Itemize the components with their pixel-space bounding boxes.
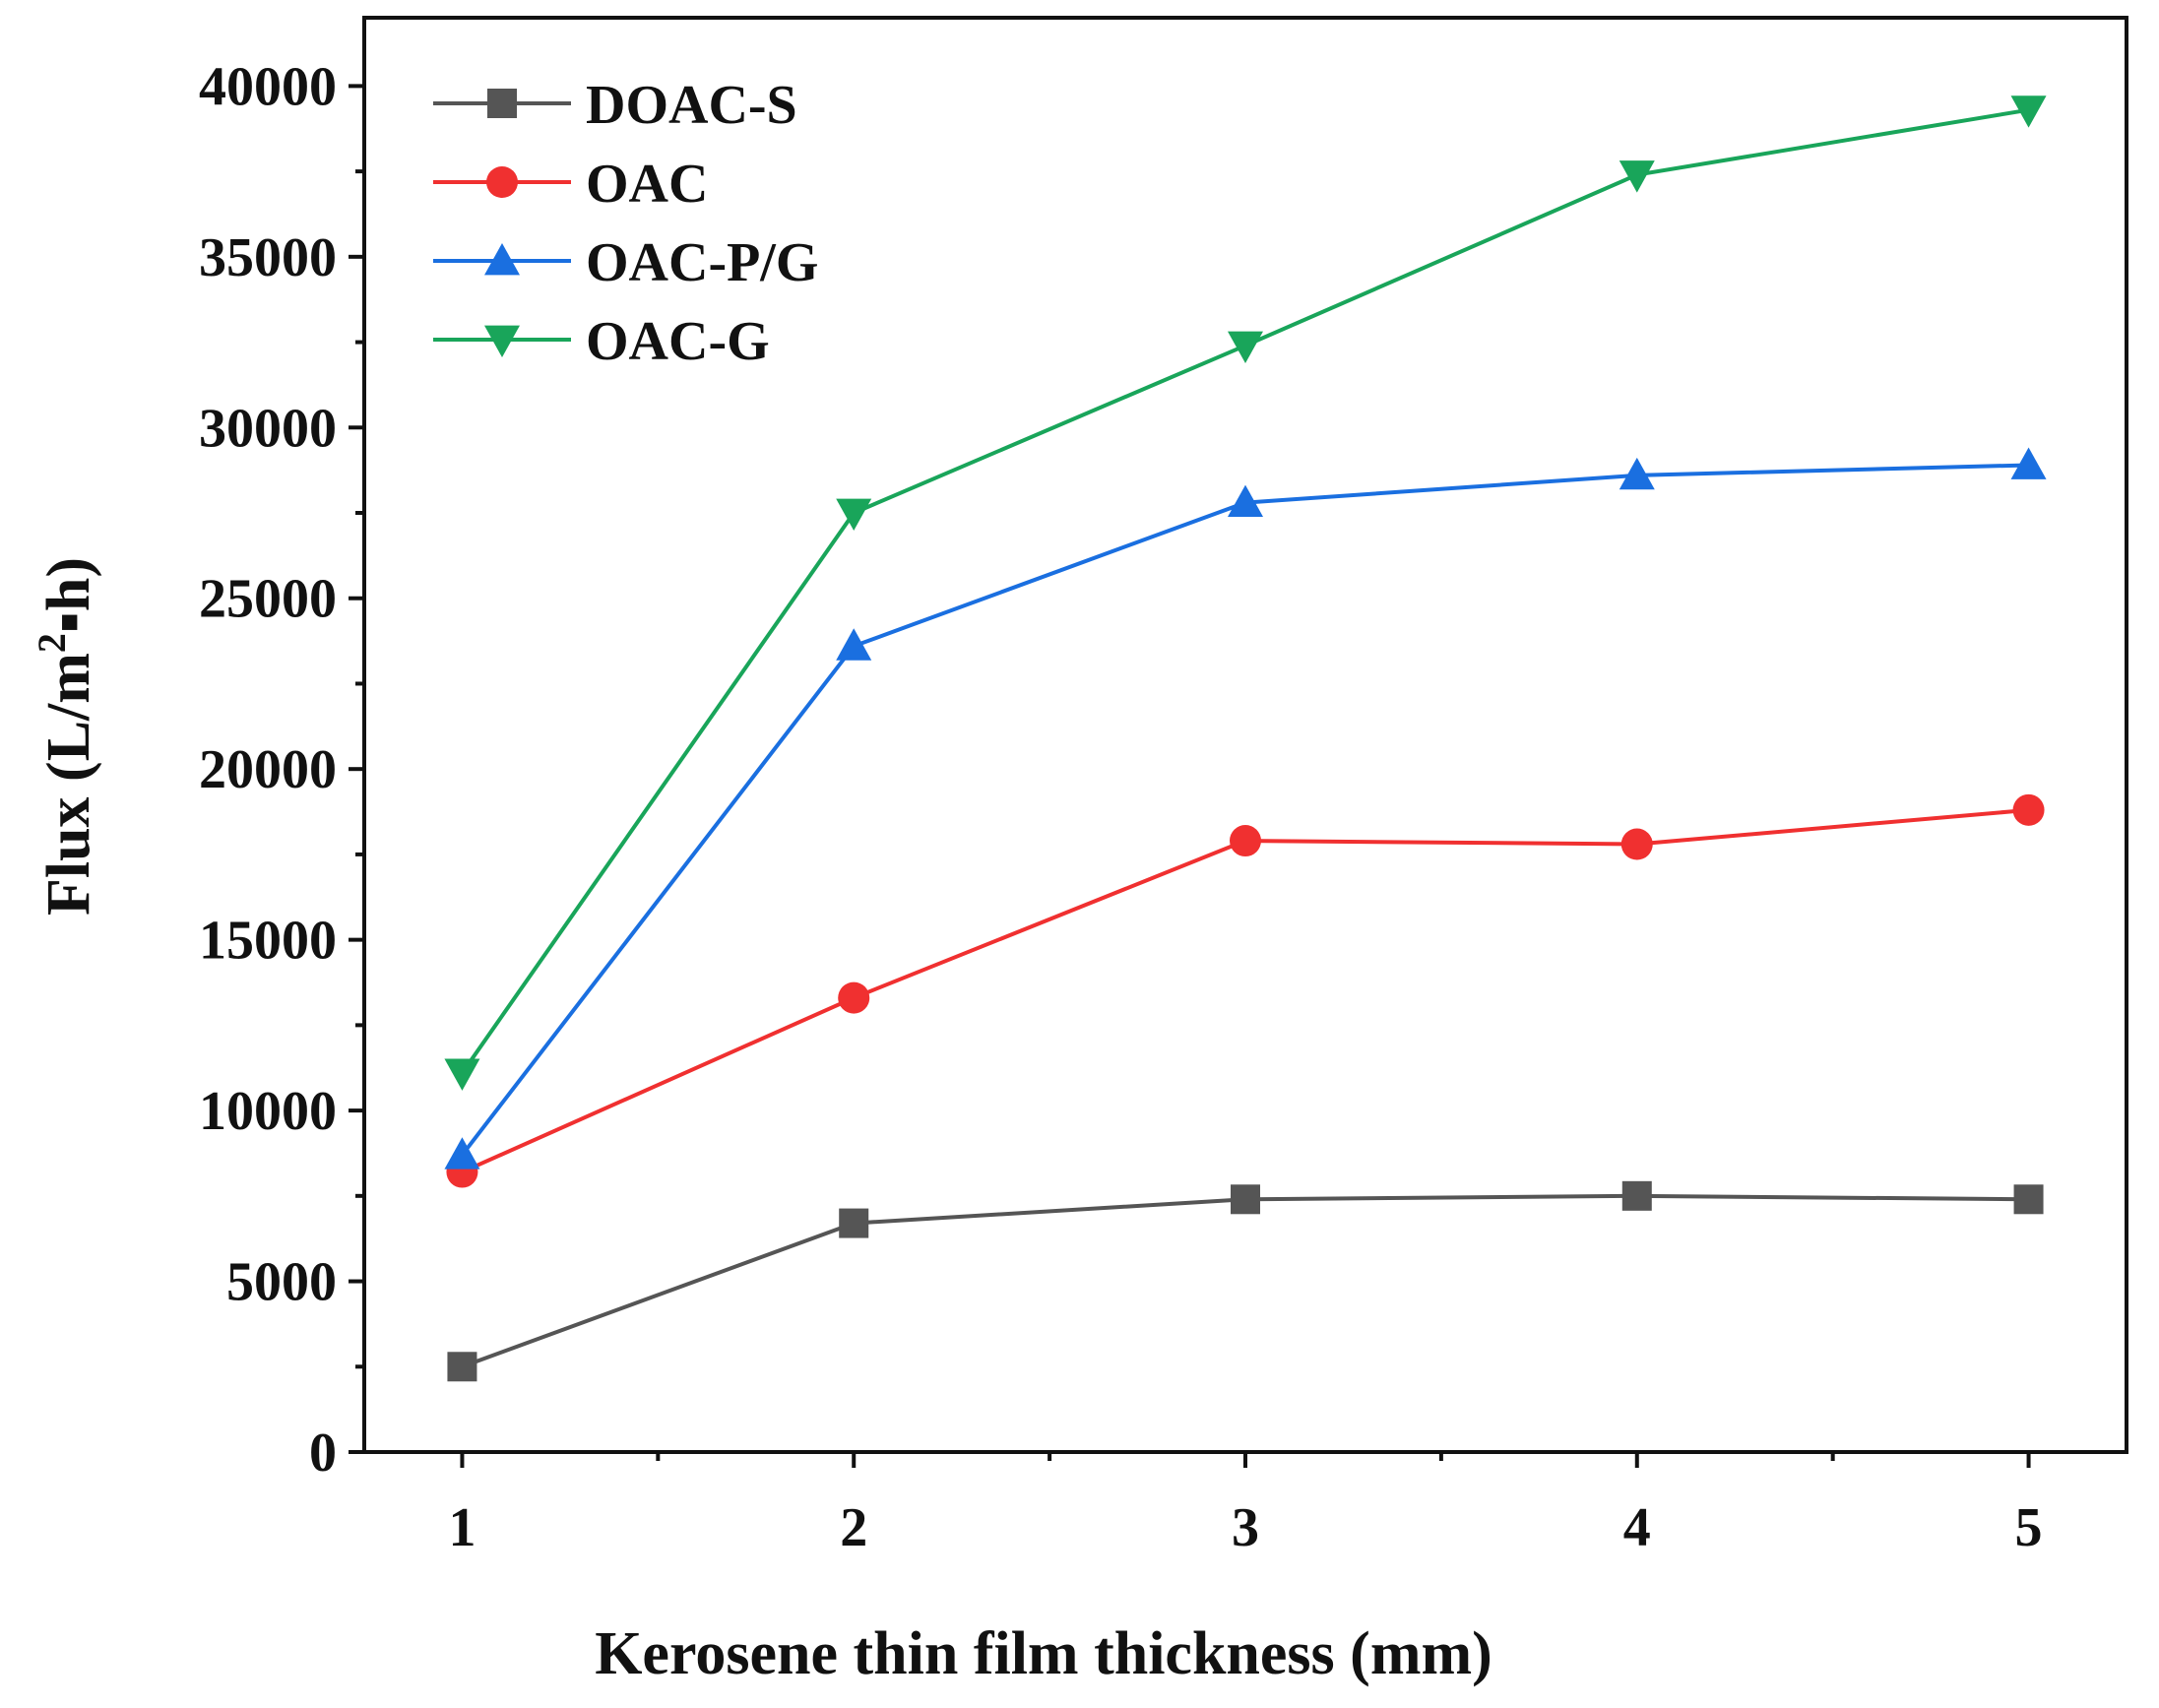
y-tick-label: 15000: [199, 911, 337, 972]
legend-item-oac-p-g: OAC-P/G: [433, 232, 818, 293]
legend-label: DOAC-S: [586, 75, 797, 136]
legend-item-oac-g: OAC-G: [433, 311, 770, 372]
y-axis-title-main: Flux (L/m: [35, 653, 102, 916]
legend-label: OAC-G: [586, 311, 770, 372]
data-point-doac-s: [447, 1352, 477, 1382]
legend-label: OAC: [586, 154, 708, 215]
legend-marker: [484, 325, 520, 357]
data-point-oac-p-g: [836, 628, 872, 661]
data-point-oac-p-g: [1619, 457, 1655, 490]
series-oac: [446, 793, 2045, 1188]
data-point-oac-p-g: [1228, 484, 1263, 518]
y-tick-label: 40000: [199, 56, 337, 117]
y-tick-label: 25000: [199, 569, 337, 630]
x-tick-label: 4: [1623, 1497, 1651, 1558]
data-point-oac-g: [2010, 95, 2047, 128]
x-tick-label: 2: [840, 1497, 867, 1558]
series-doac-s: [447, 1180, 2044, 1382]
y-axis-title: Flux (L/m2▪h): [30, 557, 102, 916]
data-point-doac-s: [2013, 1184, 2044, 1215]
data-point-doac-s: [1621, 1180, 1652, 1211]
x-axis: 1 2 3 4 5: [448, 1452, 2043, 1558]
y-axis-title-sep: ▪: [35, 611, 102, 633]
y-tick-label: 10000: [199, 1081, 337, 1142]
data-point-doac-s: [839, 1208, 869, 1238]
series-layer: [444, 95, 2047, 1382]
data-point-oac: [838, 981, 870, 1014]
series-oac-g: [444, 95, 2047, 1091]
y-tick-label: 0: [309, 1423, 337, 1484]
y-tick-label: 35000: [199, 227, 337, 288]
data-point-doac-s: [1231, 1184, 1260, 1215]
legend-marker: [486, 166, 518, 198]
series-oac-p-g: [444, 447, 2047, 1170]
legend-item-doac-s: DOAC-S: [433, 75, 797, 136]
series-line-oac-p-g: [460, 463, 2029, 1157]
y-tick-label: 30000: [199, 398, 337, 459]
legend-item-oac: OAC: [433, 154, 708, 215]
y-axis: 0 5000 10000 15000 20000 25000 30000 35000 40000: [199, 56, 364, 1484]
y-tick-label: 5000: [226, 1252, 337, 1313]
x-tick-label: 1: [448, 1497, 476, 1558]
legend-label: OAC-P/G: [586, 232, 818, 293]
series-line-doac-s: [461, 1193, 2029, 1369]
data-point-oac-p-g: [444, 1137, 480, 1170]
data-point-oac: [1620, 828, 1653, 860]
series-line-oac: [461, 807, 2029, 1174]
legend-marker: [487, 89, 517, 118]
data-point-oac-g: [1619, 160, 1655, 193]
x-tick-label: 3: [1232, 1497, 1259, 1558]
data-point-oac: [1230, 825, 1261, 857]
y-axis-title-sup: 2: [30, 633, 74, 653]
data-point-oac-p-g: [2010, 447, 2047, 479]
y-tick-label: 20000: [199, 739, 337, 800]
data-point-oac-g: [836, 498, 872, 532]
y-axis-title-end: h): [35, 557, 102, 611]
x-axis-title: Kerosene thin film thickness (mm): [595, 1620, 1492, 1687]
data-point-oac: [2012, 793, 2045, 826]
data-point-oac-g: [444, 1058, 480, 1091]
x-tick-label: 5: [2015, 1497, 2043, 1558]
legend: DOAC-S OAC OAC-P/G OAC-G: [433, 75, 818, 372]
data-point-oac-g: [1228, 331, 1263, 364]
legend-marker: [484, 243, 520, 276]
